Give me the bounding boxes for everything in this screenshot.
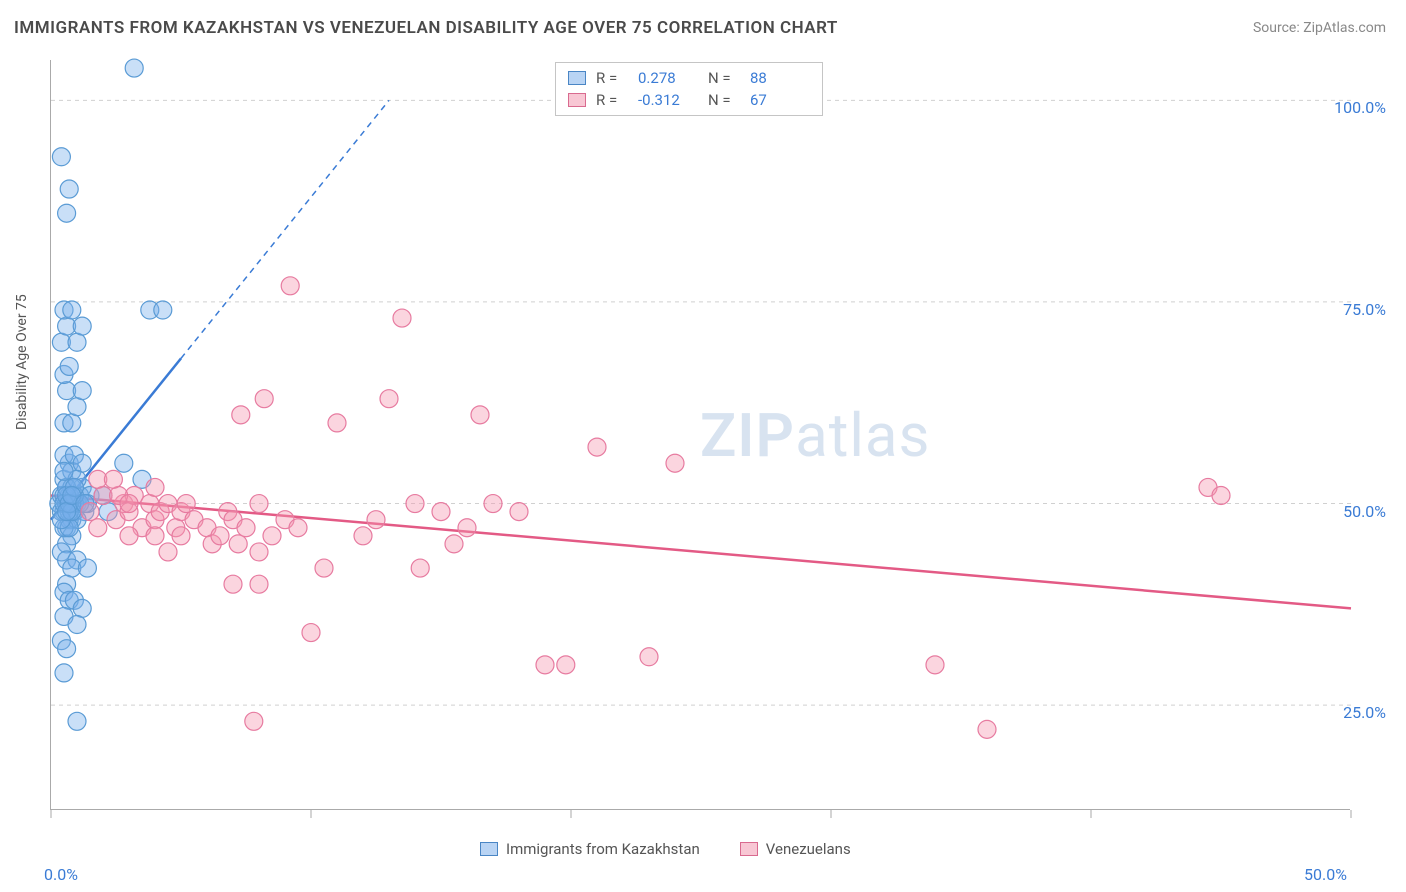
- legend-item-venezuelan: Venezuelans: [740, 840, 851, 858]
- chart-svg: [51, 60, 1350, 809]
- chart-plot-area: [50, 60, 1350, 810]
- n-value-pink: 67: [750, 91, 810, 109]
- r-value-blue: 0.278: [638, 69, 698, 87]
- y-tick-label: 25.0%: [1343, 703, 1386, 722]
- r-label: R =: [596, 69, 628, 87]
- y-tick-label: 75.0%: [1343, 300, 1386, 319]
- legend-row-pink: R = -0.312 N = 67: [556, 89, 822, 111]
- r-value-pink: -0.312: [638, 91, 698, 109]
- legend-label-venezuelan: Venezuelans: [766, 840, 851, 858]
- source-label: Source: ZipAtlas.com: [1253, 20, 1386, 36]
- swatch-blue-icon: [480, 842, 498, 856]
- legend-correlation-box: R = 0.278 N = 88 R = -0.312 N = 67: [555, 62, 823, 116]
- y-axis-label: Disability Age Over 75: [14, 294, 30, 430]
- n-label: N =: [708, 91, 740, 109]
- legend-row-blue: R = 0.278 N = 88: [556, 67, 822, 89]
- n-label: N =: [708, 69, 740, 87]
- r-label: R =: [596, 91, 628, 109]
- swatch-blue-icon: [568, 71, 586, 85]
- y-tick-label: 50.0%: [1343, 502, 1386, 521]
- x-tick-label: 50.0%: [1304, 865, 1347, 884]
- legend-label-kazakhstan: Immigrants from Kazakhstan: [506, 840, 700, 858]
- swatch-pink-icon: [740, 842, 758, 856]
- swatch-pink-icon: [568, 93, 586, 107]
- chart-title: IMMIGRANTS FROM KAZAKHSTAN VS VENEZUELAN…: [14, 18, 838, 38]
- legend-series: Immigrants from Kazakhstan Venezuelans: [480, 840, 851, 858]
- legend-item-kazakhstan: Immigrants from Kazakhstan: [480, 840, 700, 858]
- x-tick-label: 0.0%: [44, 865, 78, 884]
- n-value-blue: 88: [750, 69, 810, 87]
- y-tick-label: 100.0%: [1334, 98, 1386, 117]
